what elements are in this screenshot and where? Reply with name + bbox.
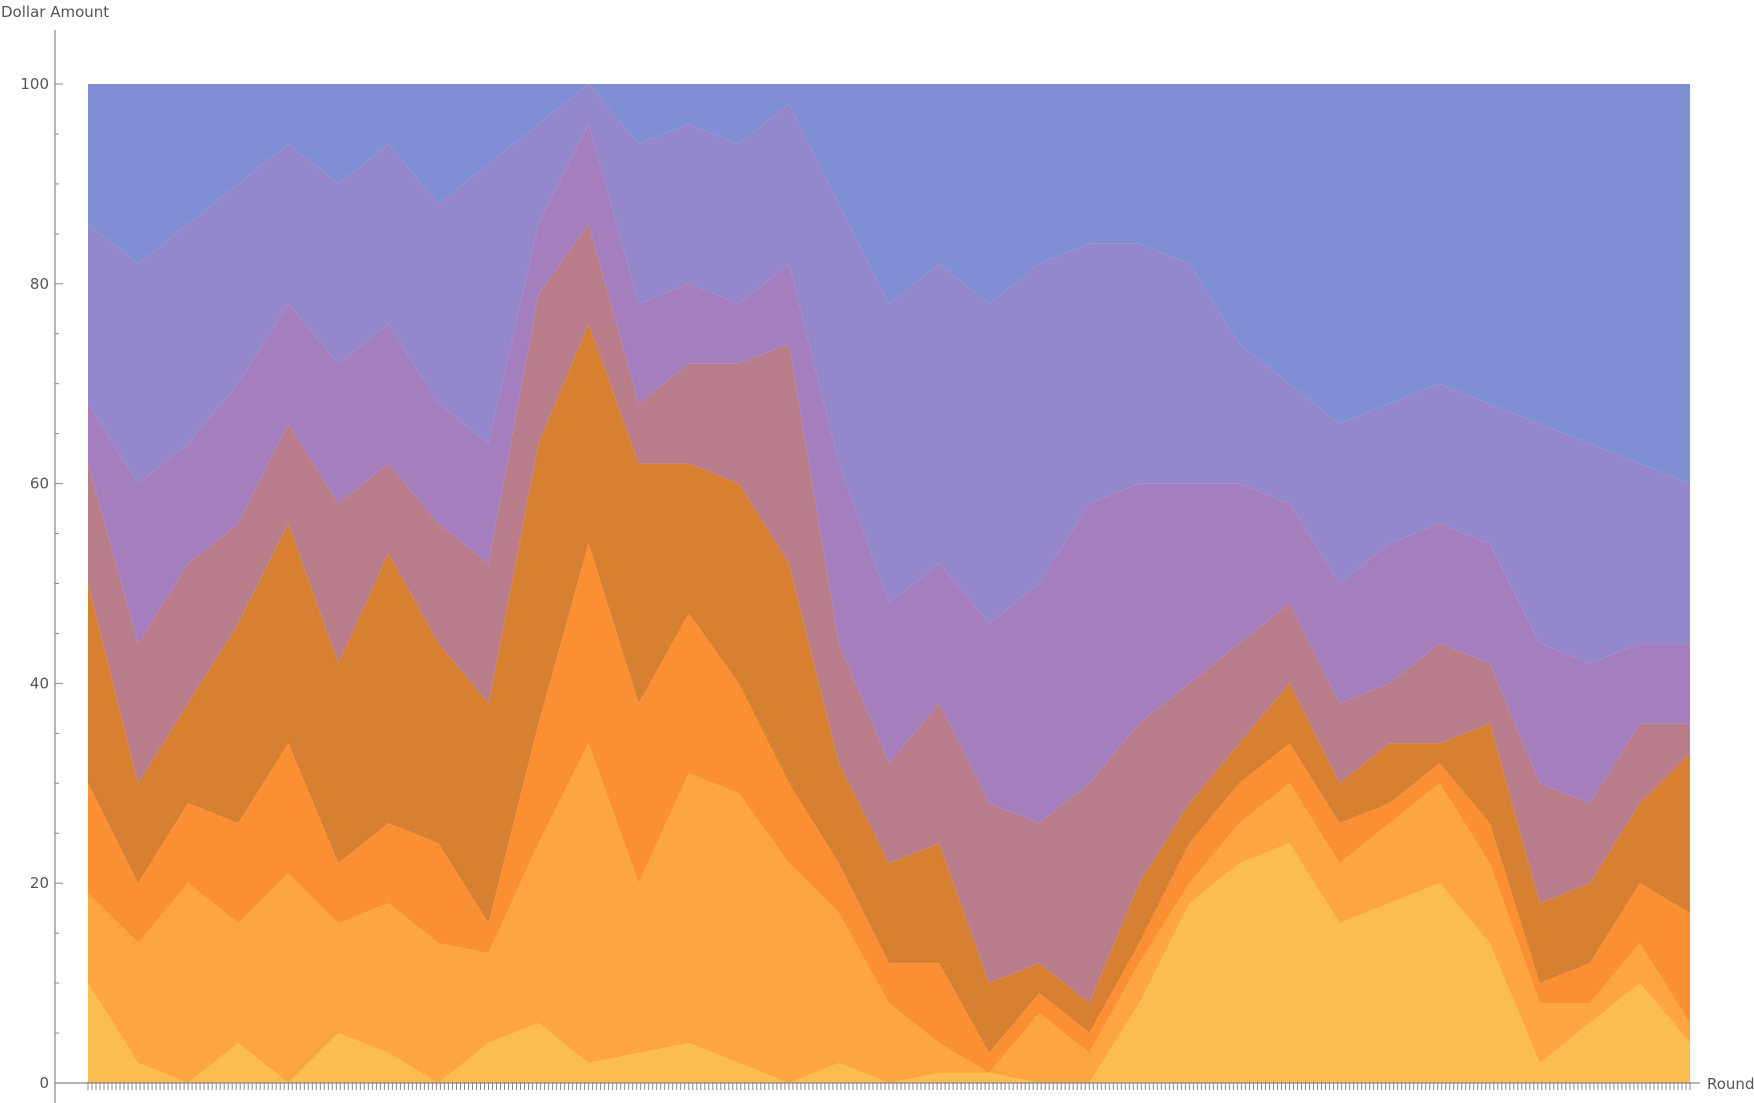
x-axis-label: Round — [1707, 1075, 1754, 1093]
area-layer-3 — [88, 543, 1690, 1073]
y-tick-label-20: 20 — [30, 874, 49, 892]
area-layer-1 — [88, 843, 1690, 1083]
y-axis-label: Dollar Amount — [1, 3, 109, 21]
y-tick-label-100: 100 — [20, 75, 49, 93]
y-axis-ticks: 0 20 40 60 80 100 — [20, 75, 63, 1092]
y-tick-label-60: 60 — [30, 475, 49, 493]
area-layers — [88, 84, 1690, 1083]
y-tick-label-0: 0 — [39, 1074, 49, 1092]
area-layer-6 — [88, 124, 1690, 824]
y-tick-label-80: 80 — [30, 275, 49, 293]
area-layer-5 — [88, 223, 1690, 1004]
area-layer-8 — [88, 84, 1690, 484]
area-layer-7 — [88, 84, 1690, 664]
y-tick-label-40: 40 — [30, 674, 49, 692]
area-layer-2 — [88, 743, 1690, 1083]
area-layer-4 — [88, 323, 1690, 1053]
